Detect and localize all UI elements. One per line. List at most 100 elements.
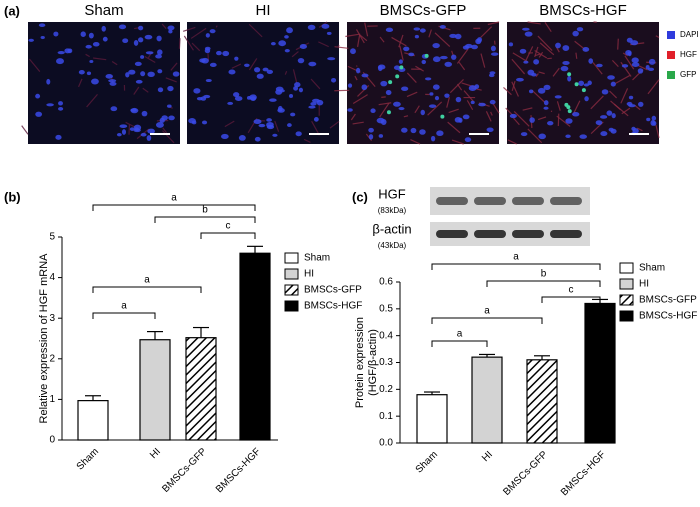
nucleus: [543, 100, 549, 106]
nucleus: [270, 42, 276, 46]
hgf-signal: [111, 61, 118, 66]
nucleus: [204, 48, 211, 54]
hgf-signal: [355, 29, 365, 44]
hgf-signal: [456, 83, 463, 91]
nucleus: [560, 65, 569, 72]
nucleus: [246, 95, 252, 100]
nucleus: [347, 83, 353, 88]
nucleus: [562, 45, 570, 52]
hgf-signal: [170, 62, 178, 71]
blot-band: [550, 197, 582, 205]
nucleus: [531, 73, 537, 77]
significance-label: c: [569, 285, 574, 296]
nucleus: [298, 87, 304, 93]
legend-label: BMSCs-GFP: [304, 285, 362, 296]
nucleus: [308, 61, 317, 67]
hgf-signal: [356, 65, 358, 67]
nucleus: [38, 23, 46, 28]
hgf-signal: [403, 115, 409, 118]
nucleus: [289, 94, 294, 98]
nucleus: [524, 31, 533, 37]
hgf-signal: [655, 35, 660, 39]
nucleus: [85, 44, 92, 49]
hgf-signal: [590, 95, 604, 110]
bar: [526, 359, 558, 444]
nucleus: [130, 108, 137, 112]
nucleus: [464, 137, 472, 143]
blot-size: (43kDa): [378, 241, 407, 250]
nucleus: [140, 132, 147, 137]
hgf-signal: [379, 102, 390, 118]
legend-label: BMSCs-GFP: [639, 295, 697, 306]
hgf-signal: [624, 55, 635, 70]
nucleus: [278, 40, 287, 47]
nucleus: [376, 117, 385, 124]
significance-label: a: [513, 252, 519, 263]
significance-bracket: [486, 280, 601, 287]
nucleus: [408, 52, 415, 57]
nucleus: [579, 134, 587, 139]
nucleus: [109, 81, 117, 86]
gfp-cell: [567, 109, 572, 114]
nucleus: [370, 108, 376, 114]
nucleus: [520, 132, 528, 137]
nucleus: [256, 73, 264, 79]
nucleus: [474, 84, 480, 89]
nucleus: [596, 63, 603, 68]
x-tick-label: Sham: [75, 446, 101, 472]
nucleus: [209, 29, 216, 34]
hgf-signal: [634, 104, 641, 111]
hgf-signal: [535, 53, 541, 57]
nucleus: [631, 62, 640, 67]
micrograph-bg: [28, 22, 180, 144]
nucleus: [567, 75, 572, 82]
y-axis-label: Relative expression of HGF mRNA: [38, 253, 50, 424]
hgf-signal: [178, 38, 181, 49]
y-tick-label: 0.0: [379, 438, 393, 449]
nucleus: [35, 93, 41, 99]
nucleus: [651, 115, 657, 121]
hgf-signal: [142, 87, 149, 93]
y-tick-label: 0.6: [379, 277, 393, 288]
nucleus: [554, 95, 562, 99]
y-tick-label: 0.5: [379, 303, 393, 314]
nucleus: [583, 83, 590, 87]
nucleus: [621, 64, 629, 68]
blot-band: [512, 230, 544, 238]
image-title: HI: [256, 2, 271, 19]
nucleus: [455, 96, 462, 103]
hgf-signal: [636, 127, 643, 132]
y-tick-label: 0: [49, 435, 55, 446]
nucleus: [385, 90, 392, 96]
nucleus: [430, 135, 436, 142]
nucleus: [528, 89, 534, 94]
y-axis-label: Protein expression: [354, 317, 366, 408]
nucleus: [610, 81, 616, 87]
nucleus: [414, 34, 419, 39]
nucleus: [88, 32, 94, 39]
nucleus: [572, 30, 579, 37]
nucleus: [377, 64, 386, 70]
legend-label: DAPI: [680, 30, 699, 39]
legend-label: HI: [304, 269, 314, 280]
x-tick-label: BMSCs-HGF: [214, 446, 263, 495]
significance-label: b: [541, 269, 547, 280]
nucleus: [439, 25, 446, 29]
nucleus: [244, 63, 250, 67]
nucleus: [134, 61, 142, 66]
hgf-signal: [449, 78, 464, 94]
hgf-signal: [231, 63, 242, 69]
hgf-signal: [611, 59, 619, 68]
nucleus: [627, 51, 632, 57]
bar: [185, 337, 217, 441]
nucleus: [648, 58, 656, 65]
blot-band: [512, 197, 544, 205]
legend-label: HI: [639, 279, 649, 290]
nucleus: [439, 55, 448, 60]
blot-band: [474, 230, 506, 238]
nucleus: [313, 117, 319, 122]
legend-swatch: [284, 252, 299, 264]
micrograph: [182, 21, 340, 144]
gfp-cell: [395, 74, 400, 79]
hgf-signal: [620, 88, 629, 104]
